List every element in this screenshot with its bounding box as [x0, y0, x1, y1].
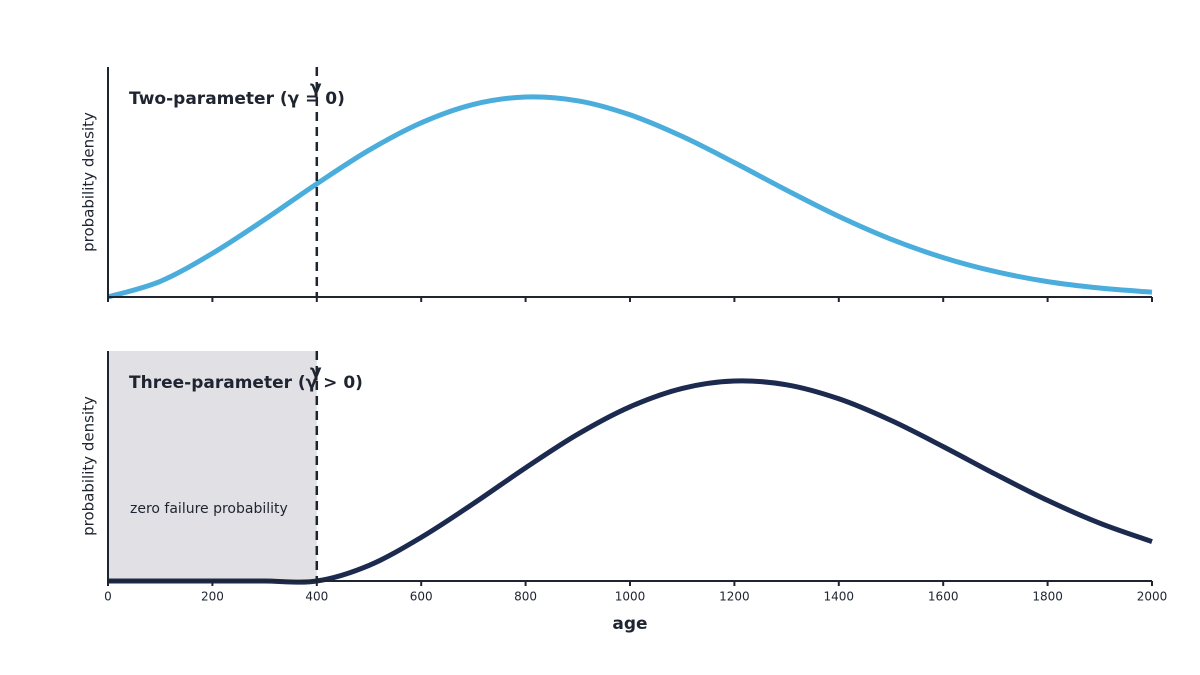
x-tick-label: 800: [514, 590, 537, 604]
x-tick-label: 1600: [928, 590, 959, 604]
x-tick-label: 1800: [1032, 590, 1063, 604]
shade-label: zero failure probability: [130, 501, 288, 517]
y-axis-label: probability density: [80, 396, 98, 536]
gamma-label: γ: [310, 362, 322, 382]
x-tick-label: 1400: [824, 590, 855, 604]
x-axis-label: age: [612, 614, 647, 634]
shaded-region: [108, 351, 317, 581]
x-tick-label: 200: [201, 590, 224, 604]
panel-title: Two-parameter (γ = 0): [129, 89, 345, 109]
x-tick-label: 1200: [719, 590, 750, 604]
y-axis-label: probability density: [80, 112, 98, 252]
x-tick-label: 1000: [615, 590, 646, 604]
panel-title: Three-parameter (γ > 0): [129, 373, 363, 393]
x-tick-label: 0: [104, 590, 112, 604]
x-tick-label: 600: [410, 590, 433, 604]
x-tick-label: 400: [305, 590, 328, 604]
gamma-label: γ: [310, 78, 322, 98]
curve: [107, 94, 1153, 300]
x-tick-label: 2000: [1137, 590, 1168, 604]
